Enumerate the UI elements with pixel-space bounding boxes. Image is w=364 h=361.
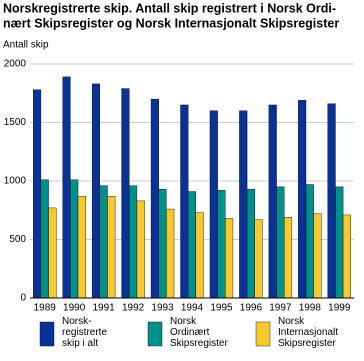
x-tick-label: 1993 — [151, 303, 174, 314]
bar — [70, 179, 79, 299]
bar — [283, 217, 293, 299]
x-tick-label: 1992 — [122, 303, 145, 314]
bar — [298, 100, 307, 299]
bar — [187, 191, 197, 299]
bar — [305, 184, 314, 299]
legend-label: Norsk Internasjonalt Skipsregister — [278, 316, 338, 349]
y-tick-label: 1000 — [4, 176, 27, 187]
bar — [209, 110, 218, 299]
x-tick-label: 1996 — [240, 303, 263, 314]
bar — [239, 110, 248, 299]
x-tick-label: 1994 — [181, 303, 204, 314]
bar — [313, 213, 322, 299]
x-tick-label: 1995 — [210, 303, 233, 314]
bar — [166, 208, 175, 299]
x-tick-label: 1989 — [34, 303, 57, 314]
bar — [225, 218, 234, 299]
bar — [195, 212, 204, 299]
bar — [246, 188, 255, 299]
chart-title-line: nært Skipsregister og Norsk Internasjona… — [3, 16, 339, 30]
bar — [254, 219, 263, 299]
bar — [335, 186, 344, 299]
bar — [327, 103, 336, 299]
y-tick-label: 1500 — [4, 117, 27, 128]
y-tick-label: 0 — [20, 293, 26, 304]
bar — [40, 179, 49, 299]
bar — [150, 98, 159, 299]
legend-label: Norsk Ordinært Skipsregister — [170, 316, 228, 349]
bar — [121, 88, 130, 299]
x-tick-label: 1998 — [299, 303, 322, 314]
y-tick-label: 2000 — [4, 59, 27, 70]
bar — [62, 76, 71, 299]
legend-swatch — [147, 321, 163, 347]
y-axis-label: Antall skip — [3, 40, 49, 51]
bar — [342, 214, 351, 299]
bar — [77, 196, 86, 299]
bar — [136, 200, 145, 299]
x-tick-label: 1999 — [328, 303, 351, 314]
bar — [99, 185, 108, 299]
bar — [268, 104, 277, 299]
x-tick-label: 1997 — [269, 303, 292, 314]
bar — [180, 104, 189, 299]
y-tick-label: 500 — [9, 234, 26, 245]
bar — [107, 196, 116, 299]
legend-label: Norsk-registrerte skip i alt — [62, 316, 107, 349]
chart-title-line: Norskregistrerte skip. Antall skip regis… — [3, 1, 336, 15]
bar — [33, 89, 42, 299]
x-tick-label: 1991 — [93, 303, 116, 314]
bar — [48, 207, 57, 299]
legend-swatch — [255, 321, 271, 347]
x-tick-label: 1990 — [63, 303, 86, 314]
bar — [91, 83, 101, 299]
bar — [217, 190, 226, 299]
bar — [129, 185, 138, 299]
bar — [276, 186, 285, 299]
bar — [158, 188, 167, 299]
legend-swatch — [39, 321, 55, 347]
